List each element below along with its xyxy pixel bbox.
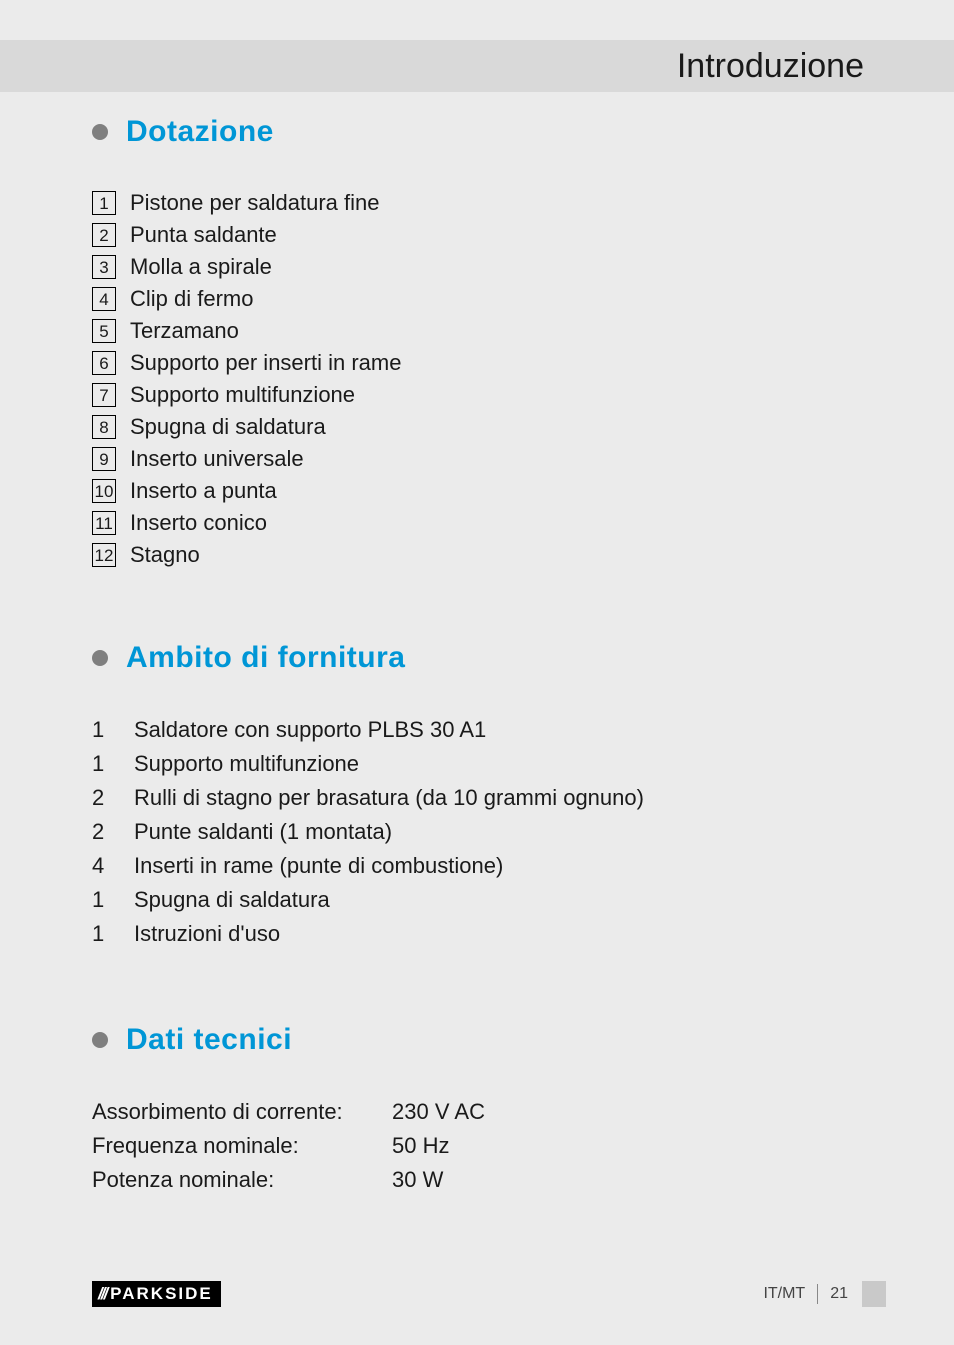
callout-number: 9 [92,447,116,471]
list-item: 9 Inserto universale [92,443,864,475]
callout-label: Spugna di saldatura [130,414,326,440]
tech-key: Potenza nominale: [92,1163,392,1197]
callout-label: Supporto multifunzione [130,382,355,408]
list-item: 8 Spugna di saldatura [92,411,864,443]
footer-right: IT/MT 21 [763,1281,886,1307]
list-item: 6 Supporto per inserti in rame [92,347,864,379]
list-item: 2 Punte saldanti (1 montata) [92,815,864,849]
bullet-icon [92,124,108,140]
list-item: 5 Terzamano [92,315,864,347]
supply-label: Spugna di saldatura [134,883,330,917]
footer-lang: IT/MT [763,1285,817,1303]
list-item: 12 Stagno [92,539,864,571]
list-item: 1 Spugna di saldatura [92,883,864,917]
callout-label: Supporto per inserti in rame [130,350,401,376]
section-title: Ambito di fornitura [126,641,405,675]
supply-qty: 1 [92,917,110,951]
header-title: Introduzione [677,47,864,86]
list-item: 10 Inserto a punta [92,475,864,507]
page-content: Dotazione 1 Pistone per saldatura fine 2 Pu… [92,115,864,1197]
callout-label: Pistone per saldatura fine [130,190,380,216]
supply-qty: 4 [92,849,110,883]
supply-label: Inserti in rame (punte di combustione) [134,849,503,883]
list-item: 3 Molla a spirale [92,251,864,283]
supply-qty: 2 [92,781,110,815]
dotazione-list: 1 Pistone per saldatura fine 2 Punta saldan… [92,187,864,571]
section-heading-fornitura: Ambito di fornitura [92,641,864,675]
section-title: Dotazione [126,115,274,149]
tech-key: Frequenza nominale: [92,1129,392,1163]
list-item: Frequenza nominale:50 Hz [92,1129,864,1163]
supply-qty: 1 [92,883,110,917]
callout-number: 4 [92,287,116,311]
callout-number: 6 [92,351,116,375]
supply-qty: 1 [92,713,110,747]
callout-number: 7 [92,383,116,407]
list-item: Potenza nominale:30 W [92,1163,864,1197]
callout-label: Inserto conico [130,510,267,536]
supply-label: Istruzioni d'uso [134,917,280,951]
list-item: 1 Istruzioni d'uso [92,917,864,951]
brand-badge: /// PARKSIDE [92,1281,221,1307]
supply-label: Punte saldanti (1 montata) [134,815,392,849]
callout-label: Molla a spirale [130,254,272,280]
callout-number: 3 [92,255,116,279]
list-item: 2 Rulli di stagno per brasatura (da 10 gr… [92,781,864,815]
supply-qty: 2 [92,815,110,849]
tech-value: 30 W [392,1163,443,1197]
tech-value: 230 V AC [392,1095,485,1129]
list-item: Assorbimento di corrente:230 V AC [92,1095,864,1129]
callout-label: Stagno [130,542,200,568]
supply-qty: 1 [92,747,110,781]
callout-label: Punta saldante [130,222,277,248]
callout-label: Inserto universale [130,446,304,472]
list-item: 7 Supporto multifunzione [92,379,864,411]
tecnici-list: Assorbimento di corrente:230 V ACFrequen… [92,1095,864,1197]
brand-stripes-icon: /// [98,1284,106,1304]
list-item: 1 Supporto multifunzione [92,747,864,781]
footer-divider [817,1284,818,1304]
supply-label: Supporto multifunzione [134,747,359,781]
callout-number: 12 [92,543,116,567]
page-footer: /// PARKSIDE IT/MT 21 [92,1281,886,1307]
header-band: Introduzione [0,40,954,92]
footer-page-number: 21 [830,1285,848,1303]
supply-label: Rulli di stagno per brasatura (da 10 gra… [134,781,644,815]
callout-number: 1 [92,191,116,215]
callout-number: 10 [92,479,116,503]
bullet-icon [92,650,108,666]
section-title: Dati tecnici [126,1023,292,1057]
list-item: 4 Clip di fermo [92,283,864,315]
callout-label: Inserto a punta [130,478,277,504]
callout-label: Terzamano [130,318,239,344]
bullet-icon [92,1032,108,1048]
list-item: 4 Inserti in rame (punte di combustione) [92,849,864,883]
list-item: 2 Punta saldante [92,219,864,251]
brand-name: PARKSIDE [110,1284,213,1304]
callout-number: 2 [92,223,116,247]
supply-label: Saldatore con supporto PLBS 30 A1 [134,713,486,747]
section-heading-tecnici: Dati tecnici [92,1023,864,1057]
callout-label: Clip di fermo [130,286,253,312]
footer-tab [862,1281,886,1307]
callout-number: 5 [92,319,116,343]
list-item: 1 Pistone per saldatura fine [92,187,864,219]
list-item: 1 Saldatore con supporto PLBS 30 A1 [92,713,864,747]
callout-number: 11 [92,511,116,535]
section-heading-dotazione: Dotazione [92,115,864,149]
fornitura-list: 1 Saldatore con supporto PLBS 30 A1 1 Suppo… [92,713,864,951]
list-item: 11 Inserto conico [92,507,864,539]
callout-number: 8 [92,415,116,439]
tech-key: Assorbimento di corrente: [92,1095,392,1129]
tech-value: 50 Hz [392,1129,449,1163]
